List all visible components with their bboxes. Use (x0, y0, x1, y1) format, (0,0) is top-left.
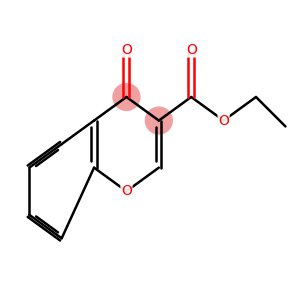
Text: O: O (121, 43, 132, 57)
Text: O: O (218, 114, 229, 128)
Circle shape (112, 83, 141, 111)
Text: O: O (186, 43, 197, 57)
Circle shape (145, 106, 173, 135)
Text: O: O (121, 184, 132, 198)
